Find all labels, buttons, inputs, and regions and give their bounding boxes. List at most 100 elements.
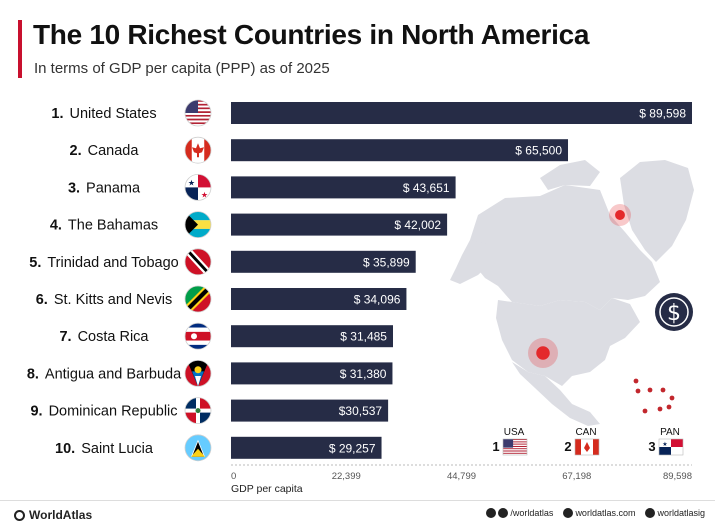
canada-flag-icon [574,438,600,456]
youtube-icon [486,508,497,518]
country-label: Antigua and Barbuda [45,366,182,382]
caribbean-dot [666,404,672,410]
svg-text:★: ★ [662,441,667,448]
label-row: 8. Antigua and Barbuda [27,366,182,382]
bar [231,102,692,124]
svg-text:★: ★ [201,190,208,199]
bar [231,325,393,348]
globe-icon [14,509,25,521]
bar [231,250,416,273]
country-label: United States [70,106,157,122]
instagram-link[interactable]: worldatlasig [645,508,705,518]
country-label: Panama [86,180,141,196]
canada-flag-icon [184,136,212,164]
rank-label: 3. [68,180,80,196]
rank-label: 5. [29,255,41,271]
country-label: The Bahamas [68,218,158,234]
rank-label: 9. [30,404,42,420]
bar-value-label: $30,537 [339,404,383,418]
country-label: Canada [88,143,140,159]
country-label: Trinidad and Tobago [47,255,178,271]
usa-flag-icon [184,99,212,127]
footer: WorldAtlas /worldatlas worldatlas.com wo… [0,500,715,528]
page-subtitle: In terms of GDP per capita (PPP) as of 2… [34,60,330,77]
caribbean-dot [635,388,641,394]
canada-marker [615,210,625,220]
x-tick-label: 89,598 [663,471,692,482]
label-row: 10. Saint Lucia [55,441,154,457]
rank-label: 1. [51,106,63,122]
dollar-sign-icon: $ [667,301,681,326]
rank-label: 7. [59,329,71,345]
alaska-landmass [450,240,492,284]
x-tick-label: 0 [231,471,236,482]
rank-label: 10. [55,441,75,457]
mexico-landmass [512,362,600,426]
usa-marker [536,346,550,360]
label-row: 1. United States [51,106,156,122]
social-links: /worldatlas worldatlas.com worldatlasig [486,508,705,518]
saint-lucia-flag-icon [184,434,212,462]
x-tick-label: 22,399 [332,471,361,482]
rank-label: 8. [27,366,39,382]
bar-value-label: $ 29,257 [329,441,376,455]
brand-name: WorldAtlas [29,508,93,522]
website-text: worldatlas.com [575,508,636,518]
rank-label: 6. [36,292,48,308]
label-row: 3. Panama [68,180,141,196]
legend-item: USA 1 [492,427,528,456]
st-kitts-flag-icon [184,285,212,313]
bar-value-label: $ 34,096 [354,293,401,307]
caribbean-dot [633,378,639,384]
antigua-flag-icon [184,359,212,387]
rank-label: 2. [70,143,82,159]
bar-value-label: $ 42,002 [394,218,441,232]
legend-rank: 3 [648,439,655,454]
top3-legend: USA 1 CAN 2 PAN 3 ★ [492,427,684,456]
country-label: Saint Lucia [81,441,154,457]
usa-flag-icon [502,438,528,456]
label-row: 2. Canada [70,143,140,159]
panama-flag-icon: ★ [658,438,684,456]
legend-item: CAN 2 [564,427,600,456]
bar [231,399,389,422]
bar-value-label: $ 43,651 [403,181,450,195]
rank-label: 4. [50,218,62,234]
label-row: 9. Dominican Republic [30,404,177,420]
title-accent-bar [18,20,22,78]
country-label: Dominican Republic [49,404,178,420]
x-tick-label: 67,198 [562,471,591,482]
bar [231,213,448,236]
canada-landmass [470,185,660,310]
country-label: Costa Rica [78,329,150,345]
brand[interactable]: WorldAtlas [14,508,92,522]
caribbean-dot [657,406,663,412]
bar [231,139,569,162]
page-title: The 10 Richest Countries in North Americ… [33,19,590,50]
instagram-icon [645,508,656,518]
greenland-landmass [620,160,694,262]
north-america-map: $ [450,160,694,426]
social-handle-link[interactable]: /worldatlas [486,508,553,518]
bar [231,176,456,199]
bar-value-label: $ 31,380 [340,367,387,381]
legend-country-code: USA [504,427,525,438]
svg-text:★: ★ [188,178,195,187]
legend-rank: 1 [492,439,499,454]
label-row: 5. Trinidad and Tobago [29,255,179,271]
x-axis: 0 22,399 44,799 67,198 89,598 GDP per capita [231,464,692,495]
bar [231,288,407,310]
bar [231,436,382,459]
facebook-icon [498,508,509,518]
legend-rank: 2 [564,439,571,454]
legend-country-code: CAN [575,427,596,438]
bar [231,362,393,385]
caribbean-dot [660,387,666,393]
x-axis-title: GDP per capita [231,483,303,495]
legend-country-code: PAN [660,427,680,438]
label-row: 6. St. Kitts and Nevis [36,292,173,308]
bars-layer: 1. United States $ 89,598 2. Canada $ 65,500 3… [27,99,692,462]
caribbean-dot [647,387,653,393]
website-link[interactable]: worldatlas.com [563,508,635,518]
dollar-coin-ring [659,297,689,327]
